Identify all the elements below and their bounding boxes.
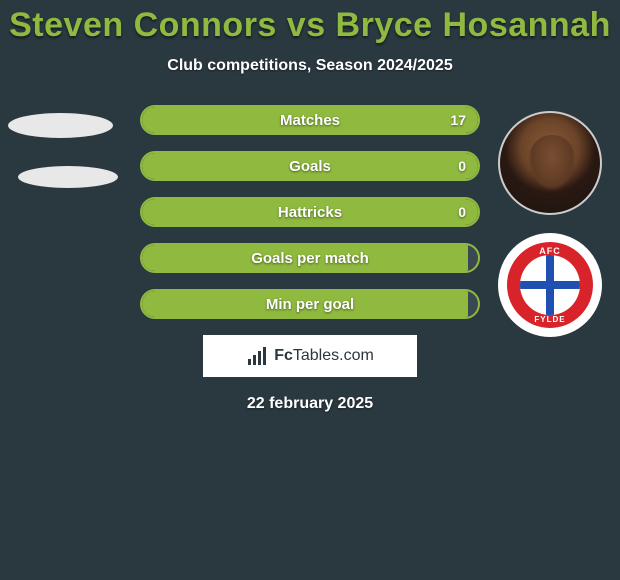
right-column: AFC FYLDE xyxy=(498,111,602,337)
page-title: Steven Connors vs Bryce Hosannah xyxy=(0,0,620,45)
player-photo xyxy=(498,111,602,215)
logo-text: FcTables.com xyxy=(274,347,374,365)
left-player-placeholder xyxy=(8,105,118,188)
stat-bar-value: 0 xyxy=(458,199,466,225)
stat-bar: Goals per match xyxy=(140,243,480,273)
stat-bar: Matches17 xyxy=(140,105,480,135)
subtitle: Club competitions, Season 2024/2025 xyxy=(0,57,620,75)
stat-bar-value: 0 xyxy=(458,153,466,179)
logo-text-bold: Fc xyxy=(274,347,293,364)
club-badge: AFC FYLDE xyxy=(498,233,602,337)
stat-bar-label: Matches xyxy=(142,107,478,133)
stat-bars: Matches17Goals0Hattricks0Goals per match… xyxy=(140,105,480,319)
chart-icon xyxy=(246,347,268,365)
badge-bottom-text: FYLDE xyxy=(507,315,593,324)
stat-bar: Hattricks0 xyxy=(140,197,480,227)
placeholder-ellipse xyxy=(8,113,113,138)
placeholder-ellipse xyxy=(18,166,118,188)
date: 22 february 2025 xyxy=(0,395,620,413)
stat-bar-label: Hattricks xyxy=(142,199,478,225)
stat-bar: Goals0 xyxy=(140,151,480,181)
stats-area: AFC FYLDE Matches17Goals0Hattricks0Goals… xyxy=(0,105,620,319)
stat-bar-label: Goals xyxy=(142,153,478,179)
logo-text-rest: Tables.com xyxy=(293,347,374,364)
fctables-logo: FcTables.com xyxy=(203,335,417,377)
stat-bar-label: Min per goal xyxy=(142,291,478,317)
stat-bar-label: Goals per match xyxy=(142,245,478,271)
stat-bar-value: 17 xyxy=(450,107,466,133)
stat-bar: Min per goal xyxy=(140,289,480,319)
